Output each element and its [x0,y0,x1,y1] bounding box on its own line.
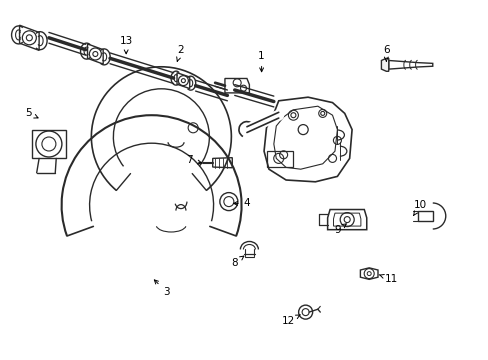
Text: 8: 8 [231,256,244,268]
Text: 1: 1 [258,51,264,72]
Polygon shape [381,58,388,71]
Text: 3: 3 [154,280,169,297]
Text: 6: 6 [382,45,389,61]
Text: 10: 10 [413,200,426,215]
Text: 7: 7 [186,155,201,165]
Text: 5: 5 [25,108,38,118]
Text: 2: 2 [176,45,184,61]
Text: 13: 13 [119,36,133,54]
Text: 12: 12 [281,315,300,326]
Text: 9: 9 [333,224,346,235]
Text: 4: 4 [233,198,250,208]
Text: 11: 11 [378,274,397,284]
